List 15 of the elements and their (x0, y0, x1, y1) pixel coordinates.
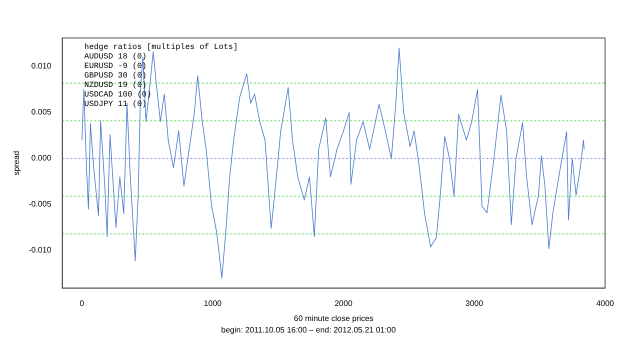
x-tick-label: 3000 (465, 299, 484, 308)
annotation: hedge ratios [multiples of Lots] (84, 43, 238, 52)
y-tick-label: -0.005 (28, 200, 52, 209)
text: begin: 2011.10.05 16:00 – end: 2012.05.21 01:00 (221, 325, 396, 334)
annotation: AUDUSD 18 (0) (84, 52, 147, 62)
x-tick-label: 1000 (204, 299, 222, 308)
y-tick-label: 0.010 (31, 62, 52, 71)
x-tick-label: 0 (80, 299, 85, 308)
x-axis-title: 60 minute close prices (294, 314, 374, 323)
x-tick-label: 4000 (596, 299, 615, 308)
y-tick-label: 0.000 (31, 154, 52, 163)
x-tick-label: 2000 (334, 299, 353, 308)
y-tick-label: -0.010 (28, 246, 52, 255)
y-axis-title: spread (12, 150, 22, 176)
y-tick-label: 0.005 (31, 108, 52, 117)
